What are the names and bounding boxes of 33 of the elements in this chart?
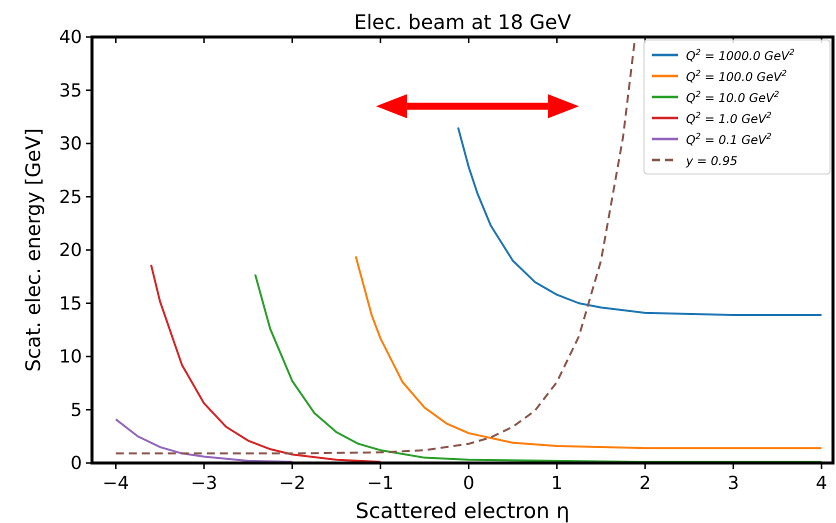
x-tick-label: 4: [816, 473, 828, 494]
line-series: [114, 418, 294, 463]
y-tick-label: 40: [59, 27, 82, 48]
y-tick-label: 25: [59, 186, 82, 208]
x-tick-label: 2: [639, 473, 651, 494]
y-tick-label: 0: [70, 453, 82, 474]
y-tick-label: 5: [70, 400, 82, 421]
x-tick-label: −3: [190, 473, 218, 494]
chart-title: Elec. beam at 18 GeV: [354, 10, 572, 34]
legend-label: y = 0.95: [685, 154, 738, 168]
legend-label: Q$^{2}$ = 10.0 GeV$^{2}$: [686, 89, 780, 105]
legend-label: Q$^{2}$ = 1.0 GeV$^{2}$: [686, 110, 772, 126]
line-series: [150, 264, 382, 463]
line-series: [114, 41, 636, 454]
x-tick-label: 0: [462, 473, 474, 494]
legend-label: Q$^{2}$ = 1000.0 GeV$^{2}$: [686, 47, 795, 63]
line-series: [354, 255, 823, 450]
y-tick-label: 15: [59, 293, 82, 314]
y-tick-label: 20: [59, 240, 82, 261]
y-axis-title: Scat. elec. energy [GeV]: [21, 128, 45, 372]
legend-label: Q$^{2}$ = 0.1 GeV$^{2}$: [686, 131, 772, 147]
legend-label: Q$^{2}$ = 100.0 GeV$^{2}$: [686, 68, 787, 84]
x-tick-label: −4: [102, 473, 130, 494]
y-tick-label: 10: [59, 346, 82, 368]
x-tick-label: −2: [278, 473, 306, 494]
x-axis-title: Scattered electron η: [356, 499, 570, 523]
x-tick-label: 3: [728, 473, 740, 494]
y-tick-label: 35: [59, 80, 82, 102]
x-tick-label: −1: [367, 473, 394, 494]
line-series: [457, 126, 823, 316]
line-series: [254, 273, 823, 463]
x-tick-label: 1: [551, 473, 563, 494]
y-tick-label: 30: [59, 134, 82, 154]
